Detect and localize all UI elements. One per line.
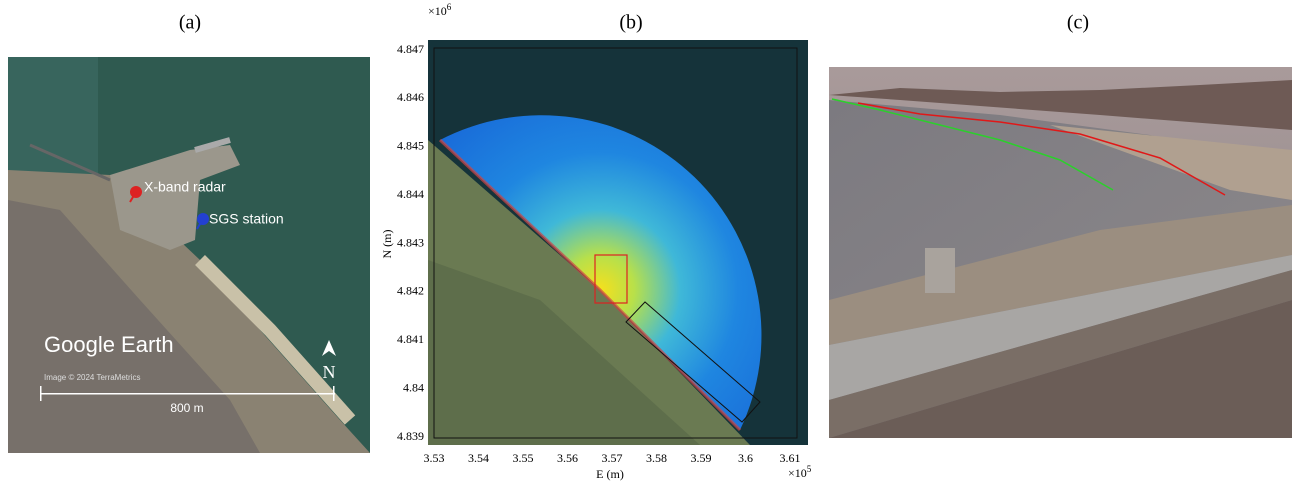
x-tick-label: 3.6 (738, 451, 753, 465)
panel-label: (c) (1067, 12, 1089, 34)
y-tick-label: 4.841 (397, 332, 424, 346)
x-tick-label: 3.58 (646, 451, 667, 465)
x-tick-label: 3.57 (602, 451, 623, 465)
figure: (a) (b) (c) X-band radar SGS station Goo… (0, 0, 1292, 481)
x-tick-label: 3.53 (424, 451, 445, 465)
x-tick-label: 3.56 (557, 451, 578, 465)
panel-label: (b) (619, 12, 642, 34)
y-tick-label: 4.844 (397, 187, 424, 201)
exponent-power: 6 (447, 2, 452, 12)
y-tick-label: 4.842 (397, 284, 424, 298)
exponent-base: ×10 (428, 4, 447, 18)
y-axis-label: N (m) (380, 230, 394, 259)
x-tick-label: 3.54 (468, 451, 489, 465)
north-label: N (323, 362, 336, 382)
y-tick-label: 4.845 (397, 139, 424, 153)
credit: Image © 2024 TerraMetrics (44, 373, 140, 382)
photo (829, 67, 1292, 438)
radar-image (428, 40, 808, 445)
x-tick-label: 3.55 (513, 451, 534, 465)
watermark: Google Earth (44, 332, 174, 357)
x-tick-label: 3.59 (691, 451, 712, 465)
x-axis-label: E (m) (596, 467, 624, 481)
annotation: SGS station (209, 211, 284, 227)
exponent-power: 5 (807, 464, 812, 474)
panel-label: (a) (179, 12, 201, 34)
axis-exponent: ×106 (428, 2, 452, 18)
x-tick-label: 3.61 (780, 451, 801, 465)
satellite-image (8, 57, 370, 453)
scale-label: 800 m (170, 401, 203, 415)
y-tick-label: 4.843 (397, 235, 424, 249)
axis-exponent: ×105 (788, 464, 812, 480)
exponent-base: ×10 (788, 466, 807, 480)
y-tick-label: 4.84 (403, 380, 424, 394)
y-tick-label: 4.839 (397, 429, 424, 443)
y-tick-label: 4.847 (397, 42, 424, 56)
y-tick-label: 4.846 (397, 90, 424, 104)
annotation: X-band radar (144, 179, 226, 195)
